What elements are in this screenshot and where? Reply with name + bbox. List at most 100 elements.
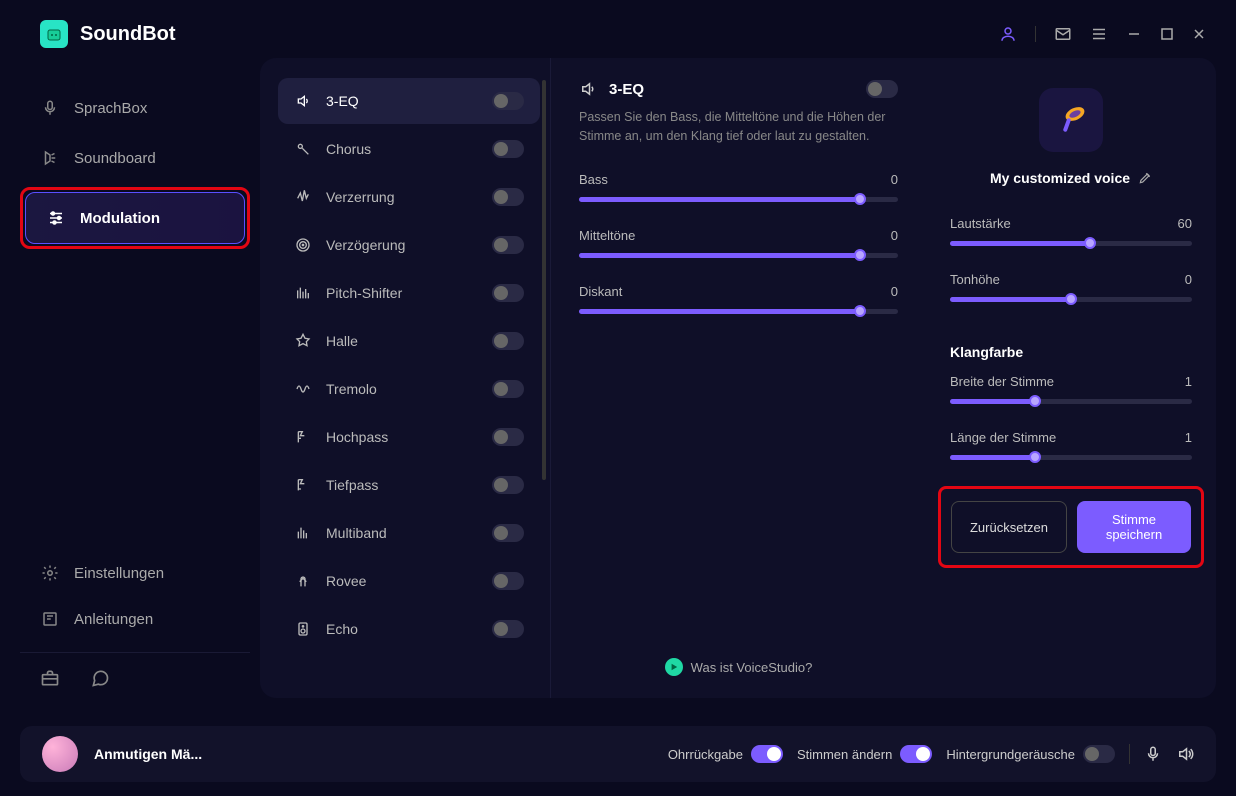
scrollbar[interactable]	[542, 80, 546, 480]
effect-row-hochpass[interactable]: Hochpass	[278, 414, 540, 460]
effect-toggle[interactable]	[492, 332, 524, 350]
effect-row-pitch-shifter[interactable]: Pitch-Shifter	[278, 270, 540, 316]
save-button[interactable]: Stimme speichern	[1077, 501, 1191, 553]
volume-icon[interactable]	[1176, 745, 1194, 763]
effect-row-rovee[interactable]: Rovee	[278, 558, 540, 604]
menu-icon[interactable]	[1090, 25, 1108, 43]
sidebar-label: Einstellungen	[74, 565, 164, 582]
slider-track[interactable]	[579, 309, 898, 314]
effect-icon	[294, 381, 312, 397]
reset-button[interactable]: Zurücksetzen	[951, 501, 1067, 553]
sidebar-label: Soundboard	[74, 150, 156, 167]
effect-toggle[interactable]	[492, 188, 524, 206]
sidebar-item-sprachbox[interactable]: SprachBox	[20, 83, 250, 133]
effect-row-verzerrung[interactable]: Verzerrung	[278, 174, 540, 220]
maximize-icon[interactable]	[1160, 27, 1174, 41]
soundboard-icon	[40, 149, 60, 167]
effects-list: 3-EQ Chorus Verzerrung Verzögerung Pitch-Shi…	[260, 58, 550, 698]
sidebar-item-guides[interactable]: Anleitungen	[20, 596, 250, 642]
slider-track[interactable]	[950, 455, 1192, 460]
effect-toggle[interactable]	[492, 620, 524, 638]
sidebar-label: Modulation	[80, 210, 160, 227]
effect-detail: 3-EQ Passen Sie den Bass, die Mitteltöne…	[550, 58, 926, 698]
effect-icon	[294, 333, 312, 349]
edit-icon[interactable]	[1138, 171, 1152, 185]
change-voices-toggle[interactable]: Stimmen ändern	[797, 745, 932, 763]
slider-bass[interactable]: Bass0	[579, 172, 898, 202]
highlight-actions: Zurücksetzen Stimme speichern	[938, 486, 1204, 568]
effect-toggle[interactable]	[492, 140, 524, 158]
slider-track[interactable]	[579, 253, 898, 258]
slider-track[interactable]	[579, 197, 898, 202]
sidebar-item-modulation[interactable]: Modulation	[25, 192, 245, 244]
microphone-icon	[40, 99, 60, 117]
highlight-modulation: Modulation	[20, 187, 250, 249]
slider-label: Tonhöhe	[950, 272, 1000, 287]
effect-toggle[interactable]	[492, 236, 524, 254]
effect-label: Multiband	[326, 525, 387, 541]
slider-value: 0	[891, 284, 898, 299]
slider-mitteltöne[interactable]: Mitteltöne0	[579, 228, 898, 258]
effect-row-multiband[interactable]: Multiband	[278, 510, 540, 556]
effect-icon	[294, 621, 312, 637]
effect-label: Verzerrung	[326, 189, 394, 205]
sidebar-item-settings[interactable]: Einstellungen	[20, 550, 250, 596]
footer-bar: Anmutigen Mä... Ohrrückgabe Stimmen ände…	[20, 726, 1216, 782]
effect-row-echo[interactable]: Echo	[278, 606, 540, 652]
effect-toggle[interactable]	[492, 284, 524, 302]
mic-icon[interactable]	[1144, 745, 1162, 763]
chat-icon[interactable]	[90, 668, 110, 688]
close-icon[interactable]	[1192, 27, 1206, 41]
effect-toggle[interactable]	[492, 524, 524, 542]
effect-toggle[interactable]	[492, 476, 524, 494]
effect-toggle[interactable]	[492, 380, 524, 398]
effect-row-chorus[interactable]: Chorus	[278, 126, 540, 172]
titlebar: SoundBot	[0, 0, 1236, 58]
effect-row-tiefpass[interactable]: Tiefpass	[278, 462, 540, 508]
main-panel: 3-EQ Chorus Verzerrung Verzögerung Pitch-Shi…	[260, 58, 1216, 698]
voicestudio-link[interactable]: Was ist VoiceStudio?	[579, 638, 898, 676]
detail-description: Passen Sie den Bass, die Mitteltöne und …	[579, 108, 898, 146]
effect-row-tremolo[interactable]: Tremolo	[278, 366, 540, 412]
minimize-icon[interactable]	[1126, 26, 1142, 42]
slider-diskant[interactable]: Diskant0	[579, 284, 898, 314]
user-icon[interactable]	[999, 25, 1017, 43]
slider-länge-der-stimme[interactable]: Länge der Stimme1	[950, 430, 1192, 460]
slider-label: Bass	[579, 172, 608, 187]
effect-master-toggle[interactable]	[866, 80, 898, 98]
profile-avatar[interactable]	[42, 736, 78, 772]
sidebar-item-soundboard[interactable]: Soundboard	[20, 133, 250, 183]
mail-icon[interactable]	[1054, 25, 1072, 43]
effect-label: Pitch-Shifter	[326, 285, 402, 301]
effect-label: Chorus	[326, 141, 371, 157]
effect-icon	[294, 477, 312, 493]
book-icon	[40, 610, 60, 628]
effect-toggle[interactable]	[492, 428, 524, 446]
effect-toggle[interactable]	[492, 92, 524, 110]
sidebar: SprachBox Soundboard Modulation Einstell…	[20, 58, 250, 698]
effect-label: Halle	[326, 333, 358, 349]
slider-track[interactable]	[950, 241, 1192, 246]
effect-row-verzögerung[interactable]: Verzögerung	[278, 222, 540, 268]
toolbox-icon[interactable]	[40, 668, 60, 688]
effect-row-halle[interactable]: Halle	[278, 318, 540, 364]
background-noise-toggle[interactable]: Hintergrundgeräusche	[946, 745, 1115, 763]
slider-track[interactable]	[950, 399, 1192, 404]
slider-lautstärke[interactable]: Lautstärke60	[950, 216, 1192, 246]
effect-label: Tremolo	[326, 381, 377, 397]
effect-icon	[294, 525, 312, 541]
slider-tonhöhe[interactable]: Tonhöhe0	[950, 272, 1192, 302]
logo-icon	[40, 20, 68, 48]
voice-name: My customized voice	[990, 170, 1130, 186]
effect-toggle[interactable]	[492, 572, 524, 590]
ear-return-toggle[interactable]: Ohrrückgabe	[668, 745, 783, 763]
speaker-icon	[579, 80, 597, 98]
effect-label: 3-EQ	[326, 93, 359, 109]
effect-row-3-eq[interactable]: 3-EQ	[278, 78, 540, 124]
slider-breite-der-stimme[interactable]: Breite der Stimme1	[950, 374, 1192, 404]
slider-label: Mitteltöne	[579, 228, 635, 243]
effect-icon	[294, 93, 312, 109]
slider-track[interactable]	[950, 297, 1192, 302]
effect-label: Rovee	[326, 573, 366, 589]
window-controls	[999, 25, 1206, 43]
